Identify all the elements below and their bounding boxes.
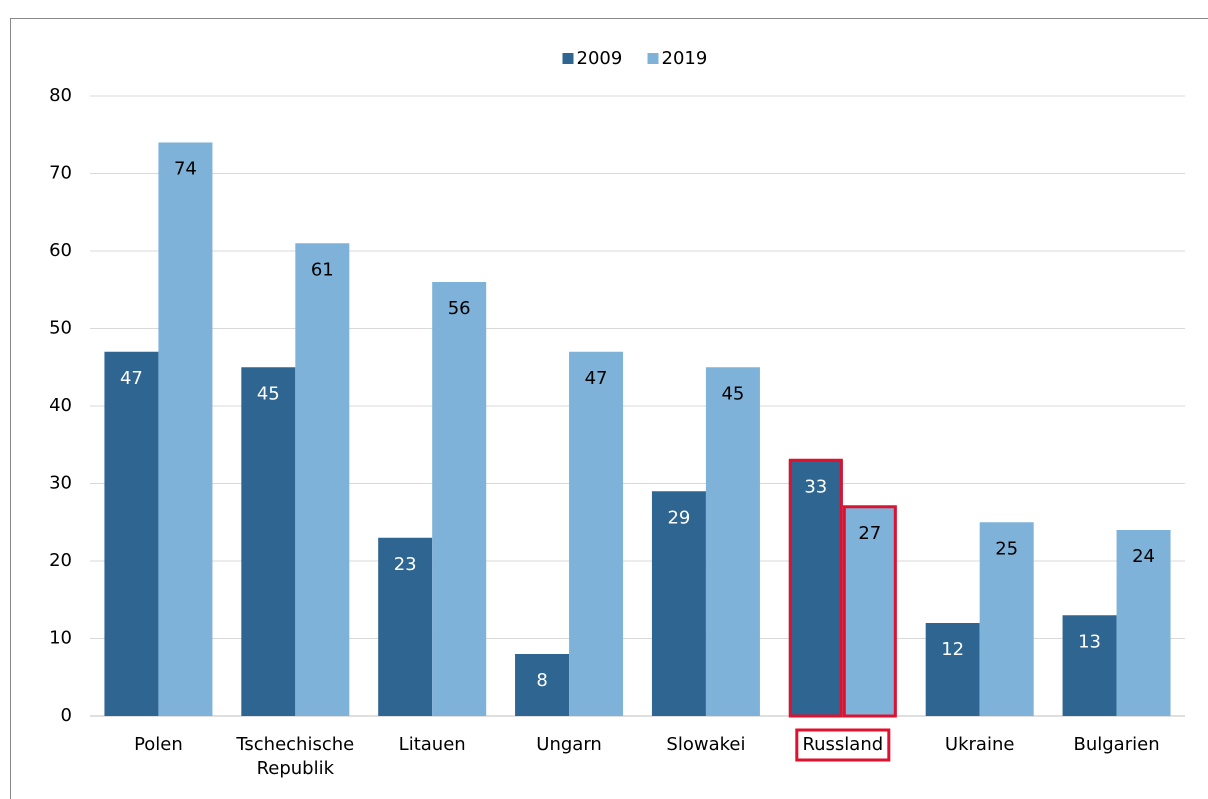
value-label: 13 [1078,631,1101,652]
value-label: 47 [585,368,608,389]
bar [295,243,350,716]
x-tick-label: Litauen [398,734,466,755]
value-label: 12 [941,639,964,660]
bar [378,537,433,716]
bar [241,367,296,716]
bar [569,351,624,716]
y-tick-label: 40 [49,395,72,416]
value-label: 24 [1132,546,1155,567]
value-label: 56 [448,298,471,319]
bar [1116,530,1171,716]
highlight-label-box [795,728,891,762]
value-label: 47 [120,368,143,389]
legend-swatch [647,53,659,64]
value-label: 27 [858,523,881,544]
x-tick-label: Bulgarien [1073,734,1160,755]
x-tick-label: Tschechische Republik [236,734,355,779]
highlight-outline [842,505,897,718]
bar [158,142,213,716]
legend-label: 2019 [662,48,708,69]
x-tick-label: Ukraine [944,734,1015,755]
value-label: 61 [311,259,334,280]
y-tick-label: 60 [49,240,72,261]
value-label: 45 [721,383,744,404]
x-tick-label: Polen [134,734,183,755]
y-tick-label: 70 [49,163,72,184]
value-label: 45 [257,383,280,404]
bar [651,491,706,716]
bar [515,654,570,716]
y-tick-label: 10 [49,628,72,649]
value-label: 33 [804,476,827,497]
x-tick-label: Slowakei [666,734,746,755]
x-tick-label: Ungarn [536,734,602,755]
bar [104,351,159,716]
bar [979,522,1034,716]
y-tick-label: 0 [61,705,72,726]
bar [842,506,897,716]
highlight-outline [788,458,843,718]
chart-frame [10,18,1208,799]
bar [432,282,487,716]
x-tick-label: Russland [802,734,884,755]
value-label: 25 [995,538,1018,559]
value-label: 23 [394,554,417,575]
value-label: 8 [536,670,547,691]
bar [705,367,760,716]
legend-swatch [562,53,574,64]
value-label: 74 [174,159,197,180]
y-tick-label: 30 [49,473,72,494]
y-tick-label: 20 [49,550,72,571]
legend-label: 2009 [577,48,623,69]
y-tick-label: 80 [49,85,72,106]
bar [1062,615,1117,716]
y-tick-label: 50 [49,318,72,339]
bar [788,460,843,716]
bar [925,623,980,716]
value-label: 29 [667,507,690,528]
